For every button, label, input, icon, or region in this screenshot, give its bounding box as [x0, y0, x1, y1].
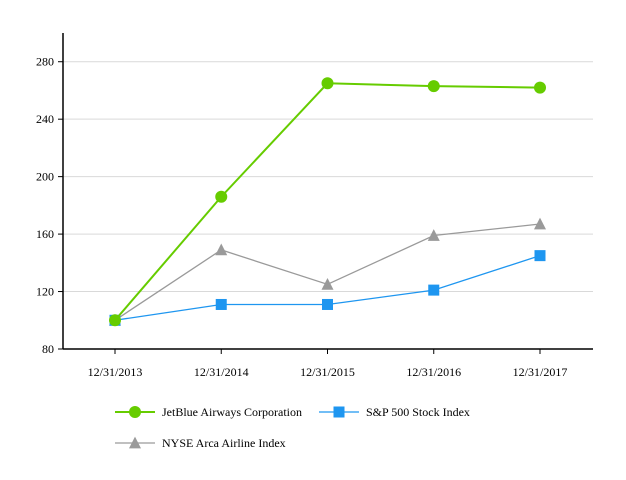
legend-marker: [129, 406, 141, 418]
legend-label: JetBlue Airways Corporation: [162, 405, 302, 419]
data-point: [109, 314, 121, 327]
legend-marker: [333, 406, 345, 418]
data-point: [215, 298, 227, 310]
data-point: [321, 77, 334, 90]
data-point: [427, 80, 440, 93]
y-tick-label: 120: [36, 285, 54, 299]
data-point: [215, 190, 228, 203]
y-tick-label: 200: [36, 170, 54, 184]
legend-label: NYSE Arca Airline Index: [162, 436, 286, 450]
data-point: [322, 298, 333, 310]
data-point: [534, 217, 546, 230]
data-point: [534, 81, 546, 94]
y-tick-label: 240: [36, 112, 54, 126]
x-tick-label: 12/31/2017: [513, 365, 568, 379]
y-tick-label: 80: [42, 342, 54, 356]
x-tick-label: 12/31/2013: [88, 365, 143, 379]
x-tick-label: 12/31/2016: [406, 365, 461, 379]
data-point: [428, 284, 440, 296]
y-tick-label: 280: [36, 55, 54, 69]
data-point: [215, 243, 228, 256]
x-tick-label: 12/31/2014: [194, 365, 249, 379]
data-point: [534, 250, 546, 262]
data-point: [321, 277, 334, 290]
legend-label: S&P 500 Stock Index: [366, 405, 470, 419]
y-tick-label: 160: [36, 227, 54, 241]
data-point: [427, 229, 440, 241]
legend-marker: [129, 436, 141, 449]
x-tick-label: 12/31/2015: [300, 365, 355, 379]
